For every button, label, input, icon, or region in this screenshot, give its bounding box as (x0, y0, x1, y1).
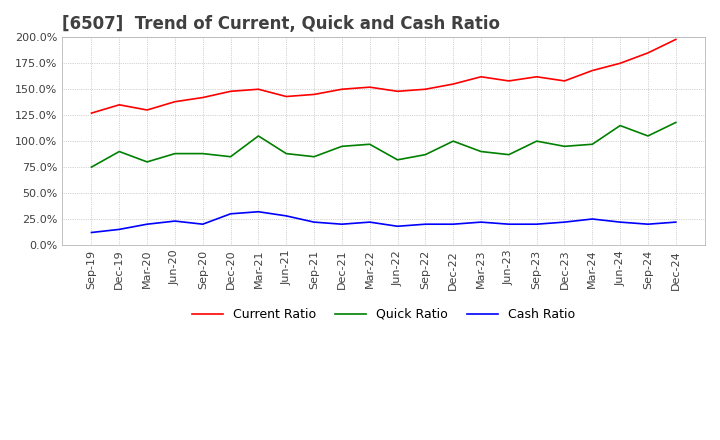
Current Ratio (87, 110, 96, 116)
Cash Ratio (87, 230, 96, 235)
Quick Ratio (338, 144, 346, 149)
Current Ratio (143, 107, 151, 113)
Current Ratio (393, 89, 402, 94)
Cash Ratio (644, 222, 652, 227)
Text: [6507]  Trend of Current, Quick and Cash Ratio: [6507] Trend of Current, Quick and Cash … (62, 15, 500, 33)
Cash Ratio (393, 224, 402, 229)
Current Ratio (560, 78, 569, 84)
Current Ratio (477, 74, 485, 80)
Current Ratio (672, 37, 680, 42)
Legend: Current Ratio, Quick Ratio, Cash Ratio: Current Ratio, Quick Ratio, Cash Ratio (187, 303, 580, 326)
Current Ratio (365, 84, 374, 90)
Line: Cash Ratio: Cash Ratio (91, 212, 676, 232)
Line: Quick Ratio: Quick Ratio (91, 122, 676, 167)
Current Ratio (171, 99, 179, 104)
Line: Current Ratio: Current Ratio (91, 40, 676, 113)
Current Ratio (338, 87, 346, 92)
Quick Ratio (199, 151, 207, 156)
Quick Ratio (644, 133, 652, 139)
Quick Ratio (560, 144, 569, 149)
Current Ratio (616, 61, 624, 66)
Cash Ratio (672, 220, 680, 225)
Quick Ratio (449, 139, 457, 144)
Cash Ratio (282, 213, 291, 219)
Current Ratio (115, 102, 124, 107)
Cash Ratio (338, 222, 346, 227)
Current Ratio (505, 78, 513, 84)
Cash Ratio (505, 222, 513, 227)
Cash Ratio (143, 222, 151, 227)
Quick Ratio (532, 139, 541, 144)
Quick Ratio (87, 165, 96, 170)
Quick Ratio (672, 120, 680, 125)
Quick Ratio (421, 152, 430, 157)
Cash Ratio (199, 222, 207, 227)
Current Ratio (421, 87, 430, 92)
Quick Ratio (477, 149, 485, 154)
Quick Ratio (393, 157, 402, 162)
Cash Ratio (254, 209, 263, 214)
Quick Ratio (310, 154, 318, 159)
Current Ratio (532, 74, 541, 80)
Quick Ratio (505, 152, 513, 157)
Quick Ratio (616, 123, 624, 128)
Current Ratio (282, 94, 291, 99)
Quick Ratio (115, 149, 124, 154)
Quick Ratio (143, 159, 151, 165)
Cash Ratio (171, 218, 179, 224)
Quick Ratio (254, 133, 263, 139)
Current Ratio (226, 89, 235, 94)
Current Ratio (644, 50, 652, 55)
Quick Ratio (226, 154, 235, 159)
Cash Ratio (365, 220, 374, 225)
Current Ratio (199, 95, 207, 100)
Quick Ratio (171, 151, 179, 156)
Cash Ratio (532, 222, 541, 227)
Cash Ratio (560, 220, 569, 225)
Cash Ratio (588, 216, 597, 222)
Cash Ratio (449, 222, 457, 227)
Cash Ratio (616, 220, 624, 225)
Current Ratio (310, 92, 318, 97)
Quick Ratio (365, 142, 374, 147)
Quick Ratio (282, 151, 291, 156)
Current Ratio (254, 87, 263, 92)
Cash Ratio (421, 222, 430, 227)
Cash Ratio (226, 211, 235, 216)
Cash Ratio (310, 220, 318, 225)
Current Ratio (588, 68, 597, 73)
Current Ratio (449, 81, 457, 87)
Quick Ratio (588, 142, 597, 147)
Cash Ratio (115, 227, 124, 232)
Cash Ratio (477, 220, 485, 225)
